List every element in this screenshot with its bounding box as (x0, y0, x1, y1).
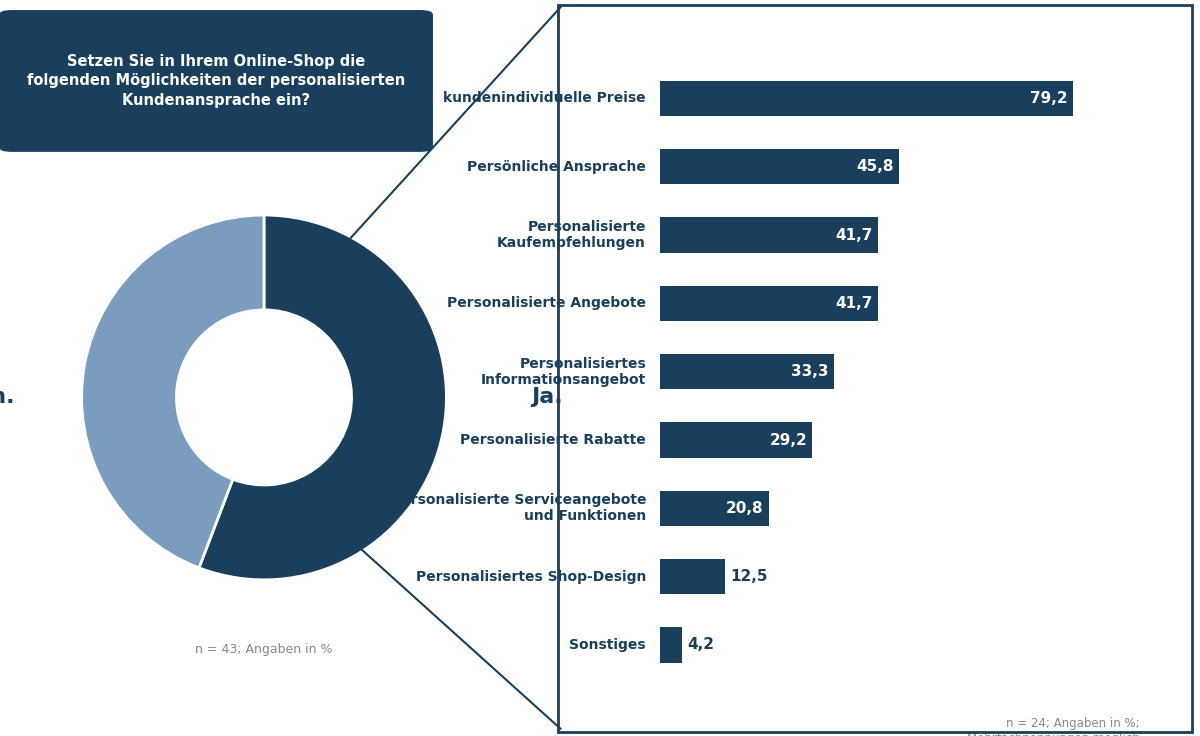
Text: 45,8: 45,8 (857, 159, 894, 174)
Text: 20,8: 20,8 (726, 500, 763, 516)
Text: 33,3: 33,3 (791, 364, 828, 379)
Text: 4,2: 4,2 (688, 637, 714, 653)
Text: 44,2: 44,2 (176, 388, 224, 407)
Bar (660, 286, 877, 321)
Text: 41,7: 41,7 (835, 296, 872, 311)
Bar (660, 217, 877, 252)
Wedge shape (199, 215, 446, 580)
Bar (660, 81, 1073, 116)
Text: 79,2: 79,2 (1031, 91, 1068, 106)
Bar (660, 559, 725, 595)
Text: Nein.: Nein. (0, 387, 14, 408)
Text: n = 24; Angaben in %;
Mehrfachnennungen möglich: n = 24; Angaben in %; Mehrfachnennungen … (967, 718, 1140, 736)
Text: Setzen Sie in Ihrem Online-Shop die
folgenden Möglichkeiten der personalisierten: Setzen Sie in Ihrem Online-Shop die folg… (26, 54, 406, 108)
Bar (660, 422, 812, 458)
Bar (660, 149, 899, 185)
Text: 12,5: 12,5 (731, 569, 768, 584)
Wedge shape (82, 215, 264, 568)
Text: 29,2: 29,2 (769, 433, 808, 447)
Text: n = 43; Angaben in %: n = 43; Angaben in % (196, 643, 332, 656)
FancyBboxPatch shape (0, 11, 432, 151)
Text: Ja.: Ja. (530, 387, 563, 408)
Text: 55,8: 55,8 (304, 388, 352, 407)
Bar (660, 627, 682, 662)
Bar (660, 491, 768, 526)
Text: 41,7: 41,7 (835, 227, 872, 243)
Bar (660, 354, 834, 389)
